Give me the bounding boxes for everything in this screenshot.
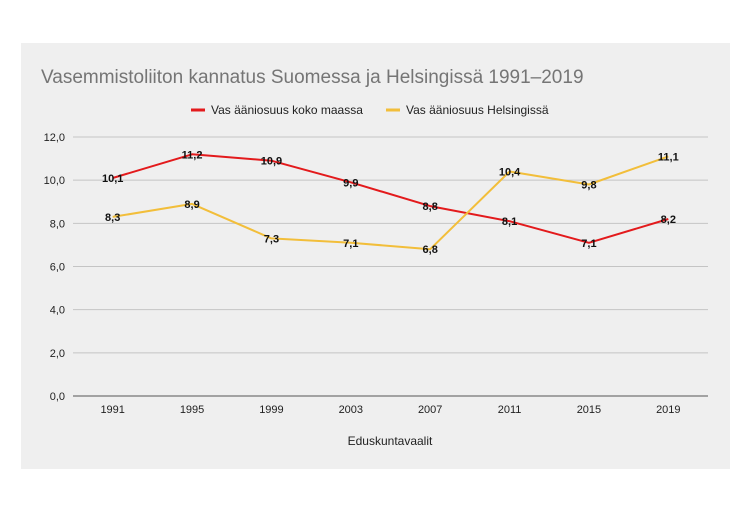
chart-panel: Vasemmistoliiton kannatus Suomessa ja He… [21, 43, 730, 469]
line-chart: Vasemmistoliiton kannatus Suomessa ja He… [41, 67, 708, 448]
data-label: 8,2 [661, 214, 676, 226]
y-tick-label: 10,0 [44, 175, 65, 187]
data-label: 10,1 [102, 173, 123, 185]
x-axis: 1991 1995 1999 2003 2007 2011 2015 2019 [100, 404, 680, 416]
y-tick-label: 8,0 [50, 218, 65, 230]
data-label: 8,1 [502, 216, 517, 228]
data-label: 7,3 [264, 233, 279, 245]
series-line-2 [112, 155, 669, 251]
y-tick-label: 4,0 [50, 305, 65, 317]
data-label: 10,4 [499, 167, 521, 179]
data-label: 9,8 [581, 179, 596, 191]
x-tick-label: 1995 [180, 404, 204, 416]
legend: Vas ääniosuus koko maassa Vas ääniosuus H… [191, 103, 549, 117]
data-label: 7,1 [343, 238, 358, 250]
x-tick-label: 2015 [577, 404, 601, 416]
gridlines [73, 136, 708, 397]
data-label: 9,9 [343, 177, 358, 189]
series-line-1 [112, 153, 669, 244]
legend-label-2: Vas ääniosuus Helsingissä [406, 103, 549, 117]
x-tick-label: 2007 [418, 404, 442, 416]
chart-title: Vasemmistoliiton kannatus Suomessa ja He… [41, 67, 584, 88]
x-tick-label: 2011 [498, 404, 522, 416]
x-tick-label: 1991 [100, 404, 124, 416]
x-tick-label: 2019 [656, 404, 680, 416]
data-label: 8,8 [423, 201, 438, 213]
series-lines [112, 153, 669, 251]
y-axis: 0,0 2,0 4,0 6,0 8,0 10,0 12,0 [44, 132, 65, 403]
y-tick-label: 12,0 [44, 132, 65, 144]
x-axis-label: Eduskuntavaalit [348, 434, 433, 448]
data-label: 11,1 [658, 151, 679, 163]
x-tick-label: 1999 [259, 404, 283, 416]
data-label: 6,8 [423, 244, 438, 256]
data-label: 10,9 [261, 156, 282, 168]
y-tick-label: 2,0 [50, 348, 65, 360]
data-label: 8,3 [105, 212, 120, 224]
x-tick-label: 2003 [339, 404, 363, 416]
data-label: 8,9 [184, 199, 199, 211]
data-labels: 10,1 11,2 10,9 9,9 8,8 8,1 7,1 8,2 8,3 8,9 7,3 7,1 6… [102, 149, 679, 256]
y-tick-label: 0,0 [50, 391, 65, 403]
data-label: 11,2 [182, 149, 203, 161]
y-tick-label: 6,0 [50, 262, 65, 274]
data-label: 7,1 [581, 238, 596, 250]
legend-label-1: Vas ääniosuus koko maassa [211, 103, 363, 117]
